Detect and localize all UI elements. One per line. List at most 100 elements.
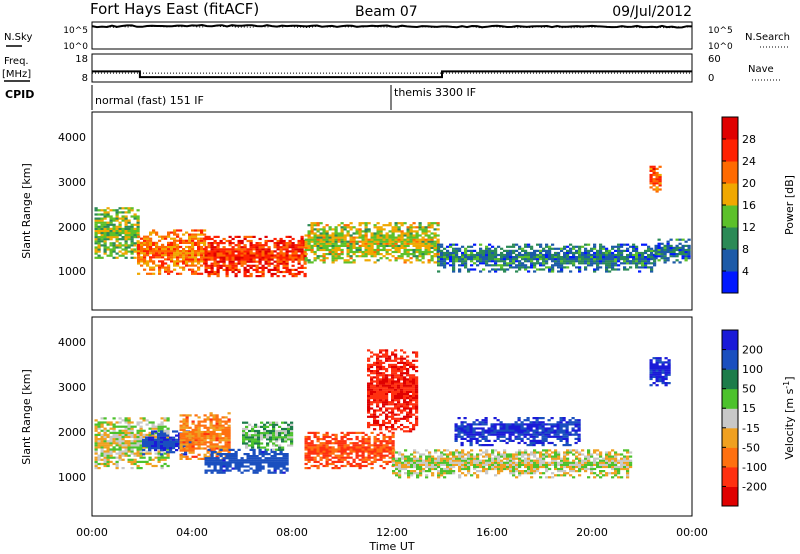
echo-cell [252, 246, 256, 249]
echo-cell [222, 268, 226, 271]
echo-cell [249, 250, 253, 253]
echo-cell [401, 457, 405, 460]
echo-cell [421, 250, 425, 254]
echo-cell [94, 440, 98, 443]
echo-cell [203, 233, 207, 236]
echo-cell [400, 242, 404, 245]
echo-cell [285, 260, 289, 263]
echo-cell [234, 256, 238, 259]
echo-cell [503, 256, 507, 259]
echo-cell [94, 438, 98, 441]
echo-cell [533, 251, 537, 255]
echo-cell [291, 264, 295, 267]
echo-cell [112, 427, 116, 430]
echo-cell [112, 248, 116, 251]
echo-cell [415, 226, 419, 229]
echo-cell [279, 459, 283, 462]
echo-cell [461, 264, 465, 267]
echo-cell [461, 453, 465, 456]
echo-cell [678, 242, 682, 245]
echo-cell [563, 247, 567, 250]
echo-cell [146, 250, 150, 253]
echo-cell [207, 469, 211, 472]
echo-cell [400, 390, 404, 393]
nsearch-series-line [92, 25, 693, 29]
echo-cell [370, 248, 374, 252]
echo-cell [687, 244, 691, 247]
echo-cell [94, 250, 98, 253]
echo-cell [97, 236, 101, 239]
echo-cell [166, 440, 170, 443]
echo-cell [204, 256, 208, 259]
echo-cell [112, 242, 116, 245]
echo-cell [172, 430, 176, 433]
echo-cell [503, 258, 507, 261]
echo-cell [151, 425, 155, 428]
echo-cell [163, 452, 167, 455]
echo-cell [521, 470, 525, 473]
echo-cell [542, 268, 546, 271]
echo-cell [194, 254, 198, 257]
echo-cell [172, 447, 176, 450]
echo-cell [476, 459, 480, 462]
echo-cell [412, 399, 416, 402]
echo-cell [121, 207, 125, 210]
echo-cell [485, 449, 489, 452]
echo-cell [542, 264, 546, 267]
echo-cell [137, 252, 141, 255]
echo-cell [270, 459, 274, 462]
echo-cell [97, 217, 101, 220]
echo-cell [416, 465, 420, 469]
echo-cell [133, 435, 137, 439]
echo-cell [246, 465, 250, 468]
echo-cell [476, 256, 480, 259]
echo-cell [654, 250, 658, 254]
echo-cell [188, 268, 192, 271]
echo-cell [121, 444, 125, 447]
echo-cell [255, 252, 259, 255]
echo-cell [279, 450, 283, 454]
echo-cell [155, 256, 159, 259]
echo-cell [400, 244, 404, 247]
echo-cell [207, 463, 211, 466]
echo-cell [240, 471, 244, 474]
echo-cell [512, 251, 516, 255]
echo-cell [367, 448, 371, 451]
echo-cell [237, 244, 241, 247]
echo-cell [206, 416, 210, 419]
echo-cell [343, 259, 347, 262]
echo-cell [240, 239, 244, 243]
echo-cell [485, 472, 489, 475]
echo-cell [222, 262, 226, 265]
echo-cell [118, 446, 122, 449]
echo-cell [346, 259, 350, 262]
echo-cell [614, 245, 618, 248]
echo-cell [331, 228, 335, 231]
echo-cell [533, 470, 537, 473]
echo-cell [188, 252, 192, 255]
echo-cell [530, 476, 534, 479]
echo-cell [409, 421, 413, 425]
echo-cell [176, 229, 180, 232]
echo-cell [503, 262, 507, 265]
echo-cell [367, 458, 371, 461]
echo-cell [109, 448, 113, 451]
echo-cell [294, 254, 298, 257]
echo-cell [243, 244, 247, 247]
echo-cell [112, 417, 116, 420]
echo-cell [142, 433, 146, 436]
echo-cell [118, 417, 122, 420]
echo-cell [373, 421, 377, 425]
echo-cell [343, 236, 347, 239]
echo-cell [370, 365, 374, 369]
echo-cell [412, 413, 416, 416]
echo-cell [407, 465, 411, 469]
echo-cell [109, 254, 113, 257]
echo-cell [136, 467, 140, 470]
echo-cell [297, 266, 301, 269]
echo-cell [515, 470, 519, 473]
echo-cell [219, 465, 223, 468]
echo-cell [593, 247, 597, 250]
echo-cell [663, 250, 667, 254]
echo-cell [139, 454, 143, 457]
